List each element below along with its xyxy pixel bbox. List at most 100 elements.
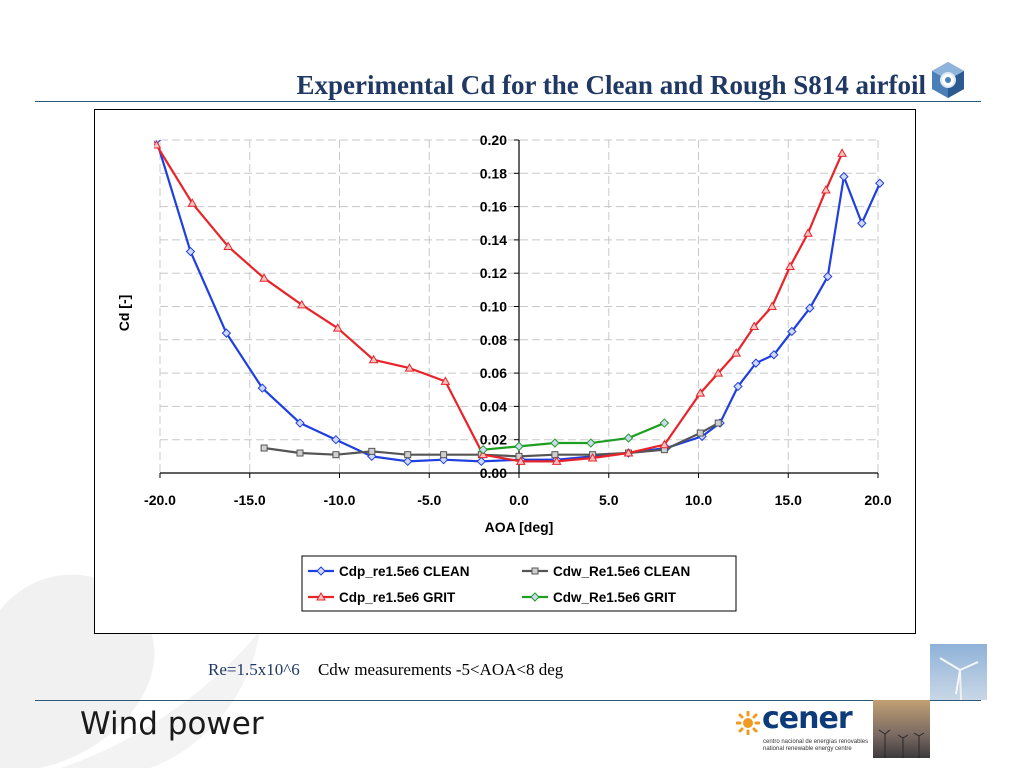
data-point (586, 438, 596, 448)
x-tick-label: 5.0 (599, 492, 619, 508)
legend: Cdp_re1.5e6 CLEAN Cdw_Re1.5e6 CLEAN Cdp_re… (301, 555, 737, 612)
data-point (154, 140, 162, 149)
data-point (587, 453, 598, 462)
data-point (551, 456, 562, 465)
data-point (368, 447, 376, 455)
data-point (803, 228, 813, 237)
y-tick-label: 0.02 (480, 432, 507, 448)
legend-entry: Cdp_re1.5e6 GRIT (308, 590, 456, 605)
data-point (476, 456, 487, 467)
data-point (331, 434, 341, 445)
data-point (837, 148, 847, 157)
x-tick-label: 10.0 (685, 492, 712, 508)
measurement-range-note: Cdw measurements -5<AOA<8 deg (317, 660, 564, 679)
data-point (368, 354, 379, 364)
series-line (482, 422, 665, 451)
y-tick-label: 0.18 (480, 165, 507, 181)
data-point (332, 451, 340, 459)
y-tick-label: 0.10 (480, 299, 507, 315)
drag-coefficient-chart: Cd [-] AOA [deg] -20.0 -15.0 -10.0 -5.0 0.0 5… (116, 132, 892, 612)
legend-entry: Cdp_re1.5e6 CLEAN (308, 564, 470, 579)
series-line (155, 144, 844, 463)
y-tick-label: 0.00 (480, 465, 507, 481)
legend-label: Cdp_re1.5e6 CLEAN (339, 564, 470, 579)
x-tick-label: -15.0 (234, 492, 266, 508)
legend-label: Cdw_Re1.5e6 CLEAN (553, 564, 690, 579)
caption: Re=1.5x10^6 Cdw measurements -5<AOA<8 de… (208, 660, 563, 680)
data-point (623, 433, 634, 443)
data-point (875, 178, 884, 188)
axis-layer: Cd [-] AOA [deg] -20.0 -15.0 -10.0 -5.0 0.0 5… (116, 132, 892, 535)
y-tick-label: 0.16 (480, 199, 507, 215)
data-point (515, 456, 526, 465)
data-point (767, 301, 777, 310)
x-tick-label: -5.0 (417, 492, 441, 508)
data-point (257, 383, 268, 393)
series-layer (154, 140, 884, 467)
wind-turbine-icon (939, 657, 979, 700)
wind-farm-icon (878, 729, 925, 758)
sun-logo-icon (736, 711, 760, 735)
legend-label: Cdw_Re1.5e6 GRIT (553, 590, 677, 605)
x-tick-label: 0.0 (509, 492, 529, 508)
data-point (295, 418, 305, 428)
data-point (751, 358, 761, 368)
data-point (823, 271, 833, 282)
cener-tagline-en: national renewable energy centre (763, 746, 852, 752)
data-point (623, 448, 634, 457)
cener-logo: cener centro nacional de energías renova… (736, 701, 872, 757)
y-tick-label: 0.20 (480, 132, 507, 148)
data-point (187, 198, 198, 207)
data-point (695, 388, 706, 397)
wind-turbine-photo (930, 644, 987, 700)
title-divider (35, 101, 981, 102)
data-point (785, 261, 795, 271)
x-tick-label: 15.0 (775, 492, 802, 508)
data-point (659, 439, 670, 449)
series-line (155, 140, 881, 463)
legend-entry: Cdw_Re1.5e6 GRIT (522, 590, 677, 605)
data-point (839, 171, 849, 182)
data-point (259, 273, 269, 282)
data-point (223, 241, 234, 251)
data-point (404, 363, 415, 372)
cener-tagline-es: centro nacional de energías renovables (763, 739, 869, 745)
x-tick-label: -10.0 (324, 492, 356, 508)
data-point (404, 451, 412, 459)
data-point (260, 444, 268, 452)
legend-marker (530, 592, 540, 602)
data-point (659, 418, 670, 428)
data-point (713, 368, 724, 377)
legend-label: Cdp_re1.5e6 GRIT (339, 590, 456, 605)
x-axis-label: AOA [deg] (485, 519, 554, 535)
x-tick-label: -20.0 (144, 492, 176, 508)
legend-marker (316, 591, 326, 601)
data-point (515, 452, 523, 460)
y-tick-label: 0.04 (480, 398, 507, 414)
cener-wordmark: cener (762, 701, 853, 736)
data-point (857, 218, 867, 228)
data-point (821, 184, 831, 194)
legend-marker (316, 566, 326, 576)
data-point (440, 376, 451, 385)
data-point (714, 419, 722, 427)
data-point (550, 438, 560, 448)
data-point (551, 451, 559, 459)
data-point (296, 449, 304, 457)
data-point (403, 456, 413, 467)
y-tick-label: 0.08 (480, 332, 507, 348)
legend-marker (531, 567, 539, 575)
footer-title: Wind power (80, 706, 264, 742)
data-point (478, 444, 488, 455)
y-axis-label: Cd [-] (116, 295, 132, 332)
reynolds-number-note: Re=1.5x10^6 (208, 660, 300, 679)
data-point (696, 429, 704, 437)
data-point (731, 348, 742, 357)
cube-logo-icon (932, 62, 964, 98)
chart-frame: Cd [-] AOA [deg] -20.0 -15.0 -10.0 -5.0 0.0 5… (94, 109, 916, 634)
data-point (733, 381, 743, 392)
data-point (221, 328, 232, 338)
data-point (769, 350, 779, 360)
data-point (805, 303, 815, 313)
data-point (514, 441, 524, 452)
